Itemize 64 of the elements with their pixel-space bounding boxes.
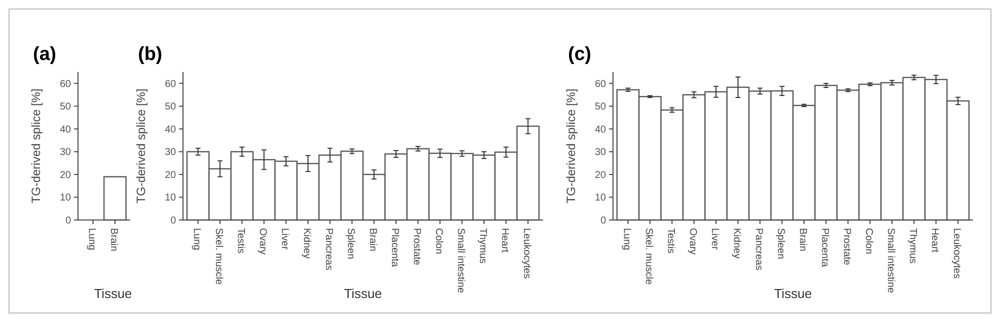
y-axis-title: TG-derived splice [%] (29, 88, 43, 204)
y-tick-label: 60 (60, 78, 72, 90)
y-tick-label: 20 (60, 170, 72, 181)
y-tick-label: 20 (594, 170, 606, 181)
y-tick-label: 30 (164, 147, 176, 158)
y-tick-label: 60 (594, 78, 606, 90)
x-tick-label: Pancreas (323, 228, 334, 270)
y-tick-label: 30 (60, 147, 72, 158)
y-tick-label: 0 (65, 216, 72, 226)
x-tick-label: Heart (929, 228, 940, 253)
x-tick-label: Testis (665, 228, 676, 254)
x-tick-label: Kidney (301, 228, 312, 259)
x-axis-title: Tissue (344, 286, 382, 301)
x-tick-label: Brain (797, 228, 808, 252)
y-tick-label: 30 (594, 147, 606, 158)
x-tick-label: Skel. muscle (643, 228, 654, 286)
x-tick-label: Brain (367, 228, 378, 252)
x-axis-title: Tissue (94, 286, 132, 301)
y-tick-label: 0 (170, 216, 176, 226)
y-tick-label: 40 (164, 124, 176, 136)
x-tick-label: Ovary (687, 228, 698, 255)
chart-title: (a) (33, 44, 56, 65)
x-tick-label: Leukocytes (521, 228, 532, 279)
y-tick-label: 10 (164, 192, 176, 204)
x-tick-label: Lung (86, 228, 97, 250)
x-tick-label: Spleen (345, 228, 356, 260)
y-tick-label: 0 (600, 216, 606, 226)
y-tick-label: 20 (164, 170, 176, 181)
x-tick-label: Small intestine (885, 228, 896, 294)
x-tick-label: Prostate (411, 228, 422, 266)
x-tick-label: Colon (433, 228, 444, 254)
x-tick-label: Brain (108, 228, 119, 252)
x-tick-label: Spleen (775, 228, 786, 260)
x-tick-label: Small intestine (455, 228, 466, 294)
x-tick-label: Lung (621, 228, 632, 250)
x-tick-label: Skel. muscle (213, 228, 224, 286)
chart-title: (c) (568, 44, 592, 65)
x-axis-title: Tissue (774, 286, 812, 301)
y-tick-label: 10 (60, 192, 72, 204)
x-tick-label: Leukocytes (951, 228, 962, 279)
y-tick-label: 50 (164, 102, 176, 113)
x-tick-label: Ovary (257, 228, 268, 255)
x-tick-label: Kidney (731, 228, 742, 259)
x-tick-label: Placenta (819, 228, 830, 268)
x-tick-label: Thymus (477, 228, 488, 264)
x-tick-label: Liver (709, 228, 720, 250)
y-tick-label: 10 (594, 192, 606, 204)
x-tick-label: Prostate (841, 228, 852, 266)
x-tick-label: Colon (863, 228, 874, 254)
y-axis-title: TG-derived splice [%] (564, 88, 578, 204)
y-tick-label: 50 (60, 102, 72, 113)
x-tick-label: Placenta (389, 228, 400, 268)
chart-title: (b) (138, 44, 162, 65)
x-tick-label: Testis (235, 228, 246, 254)
x-tick-label: Thymus (907, 228, 918, 264)
x-tick-label: Heart (499, 228, 510, 253)
y-tick-label: 60 (164, 78, 176, 90)
y-tick-label: 40 (594, 124, 606, 136)
x-tick-label: Pancreas (753, 228, 764, 270)
x-tick-label: Lung (191, 228, 202, 250)
y-tick-label: 40 (60, 124, 72, 136)
y-axis-title: TG-derived splice [%] (134, 88, 148, 204)
y-tick-label: 50 (594, 102, 606, 113)
x-tick-label: Liver (279, 228, 290, 250)
